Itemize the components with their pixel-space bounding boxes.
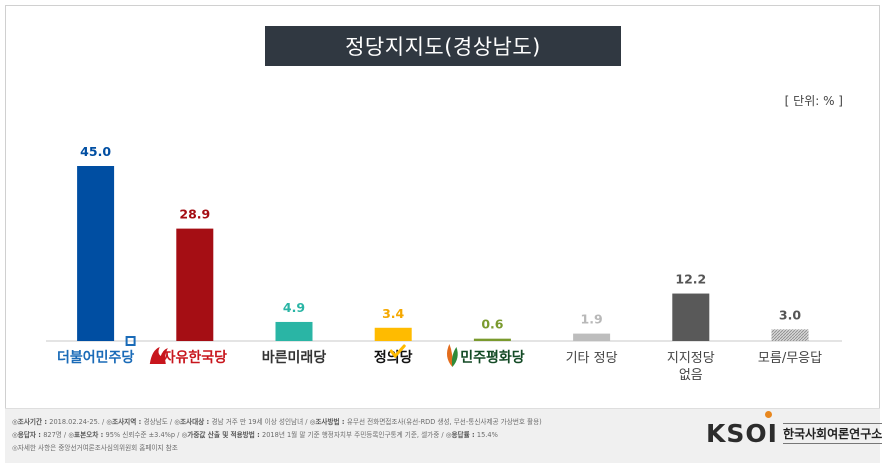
data-label-5: 0.6 <box>481 317 503 332</box>
data-label-4: 3.4 <box>382 306 404 321</box>
bar-1 <box>77 166 115 341</box>
data-label-8: 3.0 <box>779 307 801 322</box>
blue-square-icon <box>125 336 136 346</box>
footer-value: 2018년 1월 말 기준 행정자치부 주민등록인구통계 기준, 셀가중 / <box>262 431 446 439</box>
data-label-2: 28.9 <box>179 207 210 222</box>
footer-line-1: ◎조사기간 : 2018.02.24-25. / ◎조사지역 : 경상남도 / … <box>12 416 542 426</box>
logo-text: 한국사회여론연구소 <box>782 422 883 444</box>
footer-line-2: ◎응답자 : 827명 / ◎표본오차 : 95% 신뢰수준 ±3.4%p / … <box>12 429 498 439</box>
logo-dot-icon <box>765 411 772 418</box>
footer-value: 15.4% <box>476 431 498 439</box>
footer-value: 유무선 전화면접조사(유선-RDD 생성, 무선-통신사제공 가상번호 활용) <box>346 418 542 426</box>
tick-label-8: 모름/무응답 <box>758 351 822 366</box>
check-icon <box>389 344 406 359</box>
footer-value: 2018.02.24-25. / <box>49 418 107 426</box>
data-label-6: 1.9 <box>581 312 603 327</box>
logo-mark: KSOI <box>706 418 778 448</box>
data-label-1: 45.0 <box>80 144 111 159</box>
bar-2 <box>176 228 214 341</box>
leaf-icon <box>447 344 453 367</box>
footer-key: ◎조사지역 : <box>106 418 144 426</box>
chart-frame <box>5 5 880 463</box>
footer-key: ◎조사방법 : <box>309 418 347 426</box>
tick-label-7-2: 없음 <box>679 368 703 383</box>
footer-key: ◎조사기간 : <box>12 418 50 426</box>
data-label-7: 12.2 <box>675 272 706 287</box>
tick-label-1: 더불어민주당 <box>57 349 134 366</box>
footer-value: 경상남도 / <box>143 418 175 426</box>
tick-label-6: 기타 정당 <box>566 351 618 366</box>
footer-key: ◎응답자 : <box>12 431 44 439</box>
bar-7 <box>672 293 710 341</box>
chart-title: 정당지지도(경상남도) <box>265 26 621 66</box>
footer-value: 95% 신뢰수준 ±3.4%p / <box>105 431 182 439</box>
footer-key: ◎응답률 : <box>445 431 477 439</box>
footer-key: ◎조사대상 : <box>174 418 212 426</box>
leaf-icon-2 <box>451 347 458 367</box>
footer-key: ◎가중값 산출 및 적용방법 : <box>181 431 263 439</box>
survey-footer: ◎조사기간 : 2018.02.24-25. / ◎조사지역 : 경상남도 / … <box>5 408 880 463</box>
bars-layer: 45.0 더불어민주당 28.9 자유한국당 4.9 바른미래당 3.4 정의당 0.6 민주평화… <box>57 144 822 383</box>
tick-label-2: 자유한국당 <box>163 349 228 366</box>
ksoi-logo: KSOI 한국사회여론연구소 <box>706 411 883 452</box>
bar-8 <box>771 329 809 341</box>
torch-icon <box>149 347 168 364</box>
tick-label-4: 정의당 <box>374 349 413 366</box>
bar-6 <box>573 333 611 341</box>
bar-4 <box>374 327 412 341</box>
footer-line-3: ◎자세한 사항은 중앙선거여론조사심의위원회 홈페이지 참조 <box>12 442 178 452</box>
tick-label-7-1: 지지정당 <box>667 351 715 366</box>
data-label-3: 4.9 <box>283 300 305 315</box>
footer-value: 827명 / <box>43 431 69 439</box>
bar-5 <box>473 338 511 341</box>
footer-key: ◎표본오차 : <box>68 431 106 439</box>
unit-label: [ 단위: % ] <box>784 94 843 108</box>
tick-label-5: 민주평화당 <box>460 349 525 366</box>
bar-3 <box>275 321 313 341</box>
footer-value: 경남 거주 만 19세 이상 성인남녀 / <box>211 418 310 426</box>
footer-value: ◎자세한 사항은 중앙선거여론조사심의위원회 홈페이지 참조 <box>12 444 178 452</box>
bar-chart: 45.0 더불어민주당 28.9 자유한국당 4.9 바른미래당 3.4 정의당 0.6 민주평화… <box>46 144 842 383</box>
tick-label-3: 바른미래당 <box>262 349 327 366</box>
